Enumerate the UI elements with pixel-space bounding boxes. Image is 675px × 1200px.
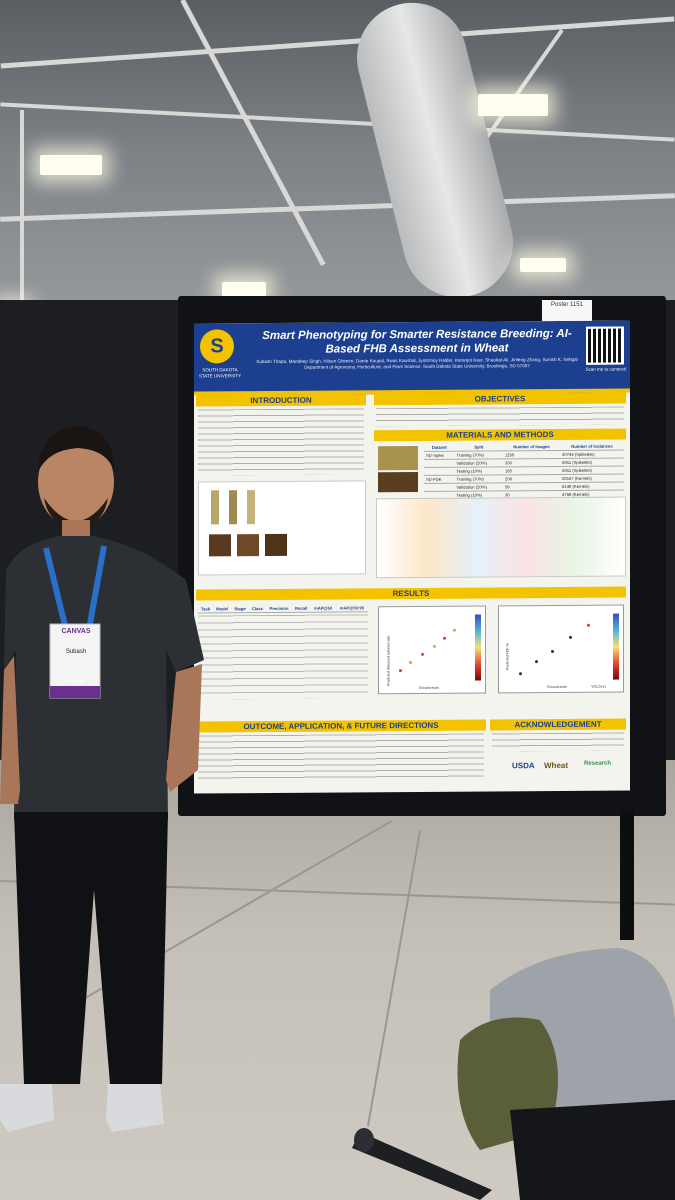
jacket-pile [457,948,675,1200]
badge-text: CANVAS Subash Panelist [52,628,100,685]
table-cell: SD-FDK [424,475,455,484]
outcome-text-block [198,733,484,780]
ceiling-light [222,282,266,296]
black-bag [510,1100,675,1200]
spikelet-scatter-plot: Predicted diseased spikelet ratio Ground… [378,605,486,695]
y-axis-label: Predicted FDK % [505,643,510,671]
results-table-body [198,614,368,700]
table-cell [424,459,455,468]
table-header: Recall [291,604,311,613]
scatter-point [551,650,554,654]
table-cell: SD-Spike [424,451,455,460]
table-header: Model [213,605,232,613]
research-poster: S SOUTH DAKOTA STATE UNIVERSITY Smart Ph… [194,320,630,794]
table-header: Precision [266,604,292,613]
scatter-point [433,644,436,648]
poster-number: Poster 1151 [551,302,583,308]
table-cell [424,467,455,476]
scatter-point [535,660,538,664]
spike-image [247,490,255,525]
presenter-pants [14,812,168,1084]
wheat-logo: Wheat [544,760,568,771]
acknowledgement-heading: ACKNOWLEDGEMENT [490,718,626,731]
research-logo: Research [584,760,612,767]
results-table: Task Model Stage Class Precision Recall … [198,604,368,613]
badge-footer [50,686,100,698]
scatter-point [443,636,446,640]
introduction-heading: INTRODUCTION [196,394,366,407]
scatter-point [569,635,572,639]
color-scale [613,613,619,680]
presenter-person [0,426,204,1132]
scatter-point [519,672,522,676]
scatter-point [409,661,412,665]
outcome-heading: OUTCOME, APPLICATION, & FUTURE DIRECTION… [196,719,486,733]
kernel-photo [378,471,418,493]
acknowledgement-text-block [492,732,624,752]
poster-number-tag: Poster 1151 [542,300,592,322]
poster-tube-body [352,1132,492,1200]
poster-authors: Subash Thapa, Mandeep Singh, Hilson Ghim… [252,357,582,371]
table-header: Class [248,605,267,613]
scan-caption: Scan me to connect! [585,366,627,372]
objectives-heading: OBJECTIVES [374,392,626,406]
qr-code-icon[interactable] [586,326,624,365]
presenter-right-arm [166,664,202,792]
badge-event: CANVAS [61,628,91,635]
color-scale [475,614,481,681]
dataset-table: Dataset Split Number of Images Number of… [424,442,624,500]
poster-header: S SOUTH DAKOTA STATE UNIVERSITY Smart Ph… [194,320,630,396]
presenter-head [38,436,114,528]
spike-image [229,490,237,525]
scatter-point [421,652,424,656]
workflow-figure [198,480,366,576]
scatter-point [587,623,590,627]
network-architecture-figure [376,496,626,579]
kernel-image [237,534,259,557]
badge-name: Subash [65,649,87,655]
poster-tube [352,1128,492,1200]
introduction-text-block [198,408,364,476]
table-header: mAP@50:95 [335,604,368,613]
materials-heading: MATERIALS AND METHODS [374,428,626,442]
presenter-left-shoe [0,1084,54,1132]
spike-photo [378,445,418,471]
presenter-beard [44,498,108,532]
ceiling-light [520,258,566,272]
ceiling-beam [20,110,24,310]
model-label: YOLOv11 [591,684,607,689]
ceiling-light [478,94,548,116]
presenter-hair [38,426,115,472]
results-heading: RESULTS [196,586,626,601]
poster-title: Smart Phenotyping for Smarter Resistance… [262,327,572,356]
x-axis-label: Ground-truth [419,685,439,690]
poster-tube-cap [354,1128,374,1152]
university-name: SOUTH DAKOTA STATE UNIVERSITY [198,367,242,379]
x-axis-label: Ground-truth [547,684,567,690]
usda-logo: USDA [512,761,535,771]
table-header-row: Task Model Stage Class Precision Recall … [198,604,368,613]
board-leg [620,810,634,940]
ceiling-light [40,155,102,175]
fdk-scatter-plot: Predicted FDK % Ground-truth YOLOv11 [498,604,624,694]
badge-role: Panelist [67,679,85,685]
table-cell [424,483,455,492]
kernel-image [265,533,287,557]
presenter-right-shoe [106,1084,164,1132]
presenter-left-arm [0,656,20,804]
table-header: Stage [231,605,249,613]
y-axis-label: Predicted diseased spikelet ratio [386,635,391,686]
scatter-point [453,628,456,632]
name-badge [49,623,101,699]
objectives-text-block [376,406,624,427]
table-header: mAP@50 [310,604,336,613]
presenter-shirt [4,536,204,820]
scatter-point [399,669,402,673]
university-logo: S [200,329,234,364]
